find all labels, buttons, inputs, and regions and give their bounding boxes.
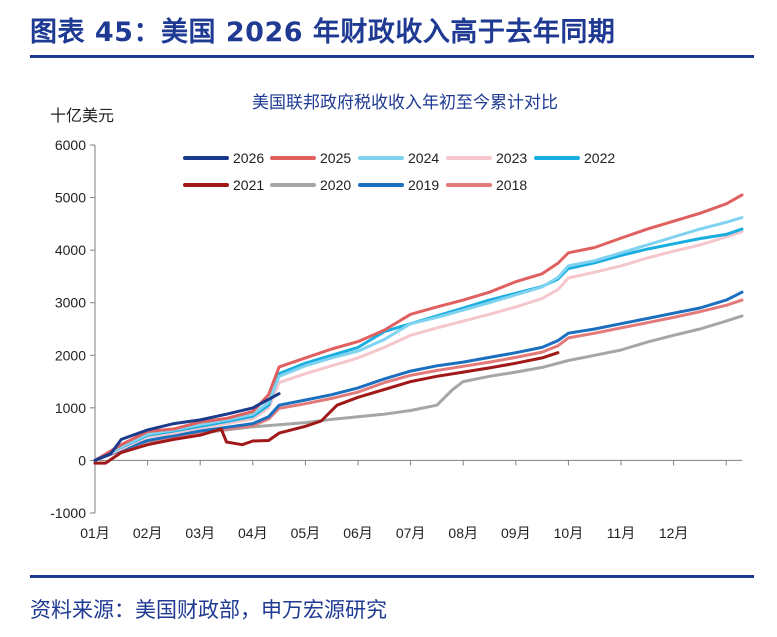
legend-label-2023: 2023 bbox=[496, 150, 527, 166]
legend-label-2024: 2024 bbox=[408, 150, 439, 166]
y-tick-label: 6000 bbox=[55, 137, 86, 153]
y-tick-label: 3000 bbox=[55, 295, 86, 311]
legend-label-2022: 2022 bbox=[584, 150, 615, 166]
chart: 美国联邦政府税收收入年初至今累计对比 十亿美元 -1000 0 1000 2000 30… bbox=[50, 93, 744, 541]
series-line-2019 bbox=[93, 290, 744, 462]
x-tick-label: 03月 bbox=[185, 525, 215, 541]
y-axis-label: 十亿美元 bbox=[50, 107, 114, 125]
y-tick-label: 1000 bbox=[55, 400, 86, 416]
legend-label-2026: 2026 bbox=[233, 150, 264, 166]
source-note: 资料来源：美国财政部，申万宏源研究 bbox=[30, 598, 387, 622]
x-tick-label: 01月 bbox=[80, 525, 110, 541]
legend-label-2019: 2019 bbox=[408, 177, 439, 193]
source-rule bbox=[30, 575, 754, 578]
series-line-2025 bbox=[93, 193, 744, 462]
axes: -1000 0 1000 2000 3000 4000 5000 6000 01月 02月 03月 0… bbox=[50, 137, 742, 541]
y-tick-label: 4000 bbox=[55, 242, 86, 258]
y-tick-label: 0 bbox=[78, 452, 86, 468]
legend-label-2021: 2021 bbox=[233, 177, 264, 193]
x-tick-label: 04月 bbox=[238, 525, 268, 541]
x-tick-label: 07月 bbox=[396, 525, 426, 541]
legend-label-2018: 2018 bbox=[496, 177, 527, 193]
x-tick-label: 10月 bbox=[554, 525, 584, 541]
chart-title: 美国联邦政府税收收入年初至今累计对比 bbox=[252, 93, 558, 112]
y-tick-label: 5000 bbox=[55, 190, 86, 206]
legend: 2026 2025 2024 2023 2022 2021 2020 2019 2018 bbox=[183, 150, 615, 193]
x-tick-label: 11月 bbox=[607, 525, 636, 541]
series-line-2021 bbox=[93, 351, 560, 465]
legend-label-2025: 2025 bbox=[320, 150, 351, 166]
series-lines bbox=[93, 193, 744, 465]
x-tick-label: 05月 bbox=[291, 525, 321, 541]
x-tick-label: 06月 bbox=[343, 525, 373, 541]
series-line-2024 bbox=[93, 216, 744, 462]
x-tick-label: 08月 bbox=[448, 525, 478, 541]
series-line-2023 bbox=[93, 230, 744, 462]
x-tick-label: 02月 bbox=[133, 525, 163, 541]
series-line-2020 bbox=[93, 314, 744, 462]
series-line-2026 bbox=[93, 392, 281, 462]
y-tick-label: 2000 bbox=[55, 347, 86, 363]
x-tick-label: 09月 bbox=[501, 525, 531, 541]
legend-label-2020: 2020 bbox=[320, 177, 351, 193]
y-tick-label: -1000 bbox=[50, 505, 86, 521]
title-rule bbox=[30, 55, 754, 58]
x-tick-label: 12月 bbox=[659, 525, 689, 541]
figure-title: 图表 45：美国 2026 年财政收入高于去年同期 bbox=[30, 17, 616, 48]
